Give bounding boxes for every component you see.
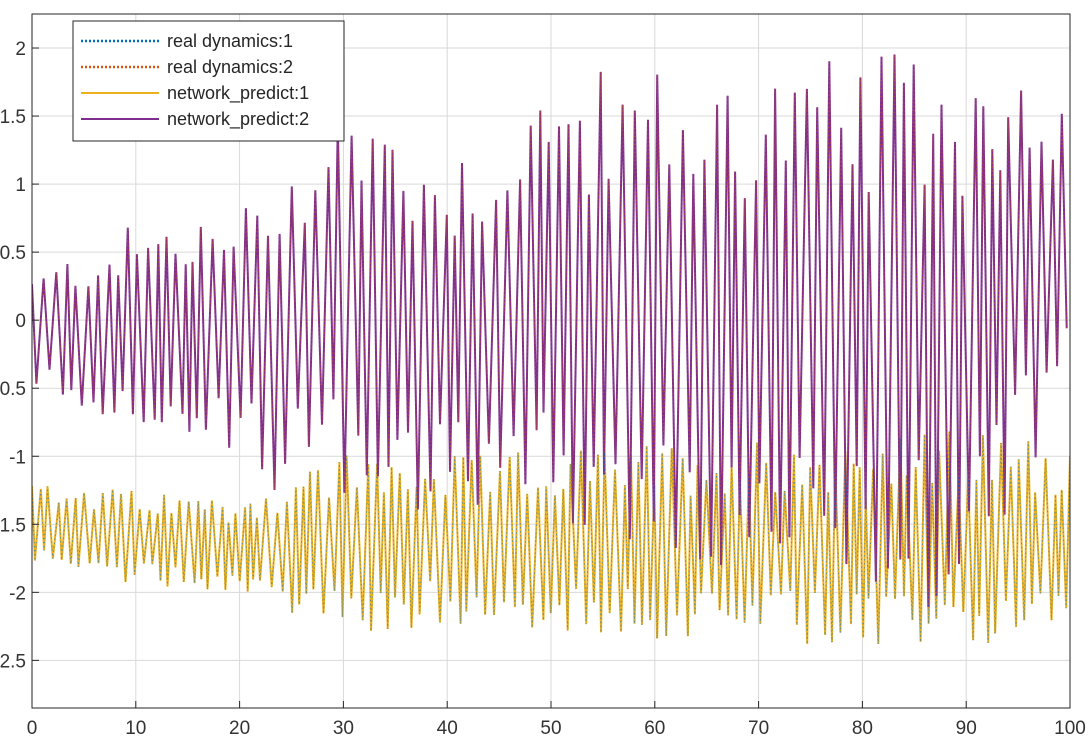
legend-label: network_predict:1 — [167, 83, 309, 104]
y-tick-label: 1.5 — [0, 107, 26, 128]
y-tick-label: 0.5 — [0, 243, 26, 264]
x-tick-label: 10 — [125, 718, 146, 739]
y-tick-label: -0.5 — [0, 379, 26, 400]
series-real-dynamics-1 — [32, 431, 1070, 645]
x-axis-ticks: 0 10 20 30 40 50 60 70 80 90 100 — [27, 701, 1086, 739]
x-tick-label: 70 — [748, 718, 769, 739]
y-tick-label: -1 — [9, 447, 26, 468]
y-tick-label: 2 — [15, 39, 26, 60]
x-tick-label: 40 — [437, 718, 458, 739]
y-tick-label: -1.5 — [0, 515, 26, 536]
y-axis-ticks: 2 1.5 1 0.5 0 -0.5 -1 -1.5 -2 -2.5 — [0, 39, 39, 672]
y-tick-label: 0 — [15, 311, 26, 332]
legend-label: real dynamics:2 — [167, 57, 293, 77]
x-tick-label: 100 — [1054, 718, 1086, 739]
x-tick-label: 80 — [852, 718, 873, 739]
x-tick-label: 60 — [644, 718, 665, 739]
x-tick-label: 0 — [27, 718, 38, 739]
y-tick-label: -2.5 — [0, 651, 26, 672]
y-tick-label: -2 — [9, 583, 26, 604]
legend-label: network_predict:2 — [167, 109, 309, 130]
legend: real dynamics:1 real dynamics:2 network_pr… — [72, 20, 345, 142]
y-tick-label: 1 — [15, 175, 26, 196]
series-lines — [32, 54, 1070, 645]
legend-label: real dynamics:1 — [167, 31, 293, 51]
x-tick-label: 20 — [229, 718, 250, 739]
x-tick-label: 30 — [333, 718, 354, 739]
series-network-predict-2 — [32, 54, 1068, 608]
x-tick-label: 90 — [956, 718, 977, 739]
x-tick-label: 50 — [540, 718, 561, 739]
